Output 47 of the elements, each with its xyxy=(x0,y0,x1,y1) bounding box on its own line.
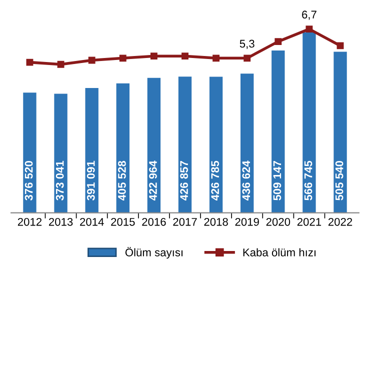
x-tick-label: 2015 xyxy=(111,218,135,226)
point xyxy=(57,60,64,68)
x-tick-label: 2022 xyxy=(328,218,352,226)
data-label: 509 147 xyxy=(273,161,282,200)
x-tick-label: 2014 xyxy=(80,218,104,226)
point xyxy=(212,54,220,62)
point xyxy=(306,26,313,33)
bar xyxy=(302,32,316,213)
point xyxy=(244,54,251,62)
bar xyxy=(178,76,192,213)
bar xyxy=(209,76,223,213)
data-label: 422 964 xyxy=(149,160,157,201)
bar xyxy=(85,88,98,213)
point xyxy=(274,38,282,46)
point xyxy=(150,52,158,60)
point xyxy=(119,54,126,62)
x-tick-label: 2016 xyxy=(142,218,166,226)
data-label: 426 857 xyxy=(180,161,188,201)
legend-label: Ölüm sayısı xyxy=(125,246,182,259)
data-label: 436 624 xyxy=(242,160,250,201)
bar xyxy=(240,74,254,213)
x-tick-label: 2012 xyxy=(18,218,42,226)
data-label: 5,3 xyxy=(240,40,254,49)
bar xyxy=(147,78,161,213)
data-label: 376 520 xyxy=(24,161,33,200)
data-label: 426 785 xyxy=(211,160,220,201)
data-label: 566 745 xyxy=(304,160,312,200)
x-tick-label: 2021 xyxy=(297,218,322,226)
bar xyxy=(334,52,347,213)
data-label: 391 091 xyxy=(86,160,95,200)
data-label: 505 540 xyxy=(335,161,344,200)
x-tick-label: 2018 xyxy=(204,218,228,226)
legend-label: Kaba ölüm hızı xyxy=(243,248,316,256)
x-tick-label: 2020 xyxy=(266,218,290,226)
data-label: 6,7 xyxy=(302,10,316,20)
bar xyxy=(23,92,36,213)
x-tick-label: 2017 xyxy=(173,218,197,226)
x-tick-label: 2013 xyxy=(48,218,73,226)
point xyxy=(182,52,188,60)
point xyxy=(336,42,344,50)
x-tick-label: 2019 xyxy=(235,218,259,226)
data-label: 405 528 xyxy=(118,160,126,201)
bar xyxy=(54,94,68,213)
bar xyxy=(272,50,285,213)
point xyxy=(26,58,34,66)
data-label: 373 041 xyxy=(56,160,64,200)
point xyxy=(88,56,96,64)
